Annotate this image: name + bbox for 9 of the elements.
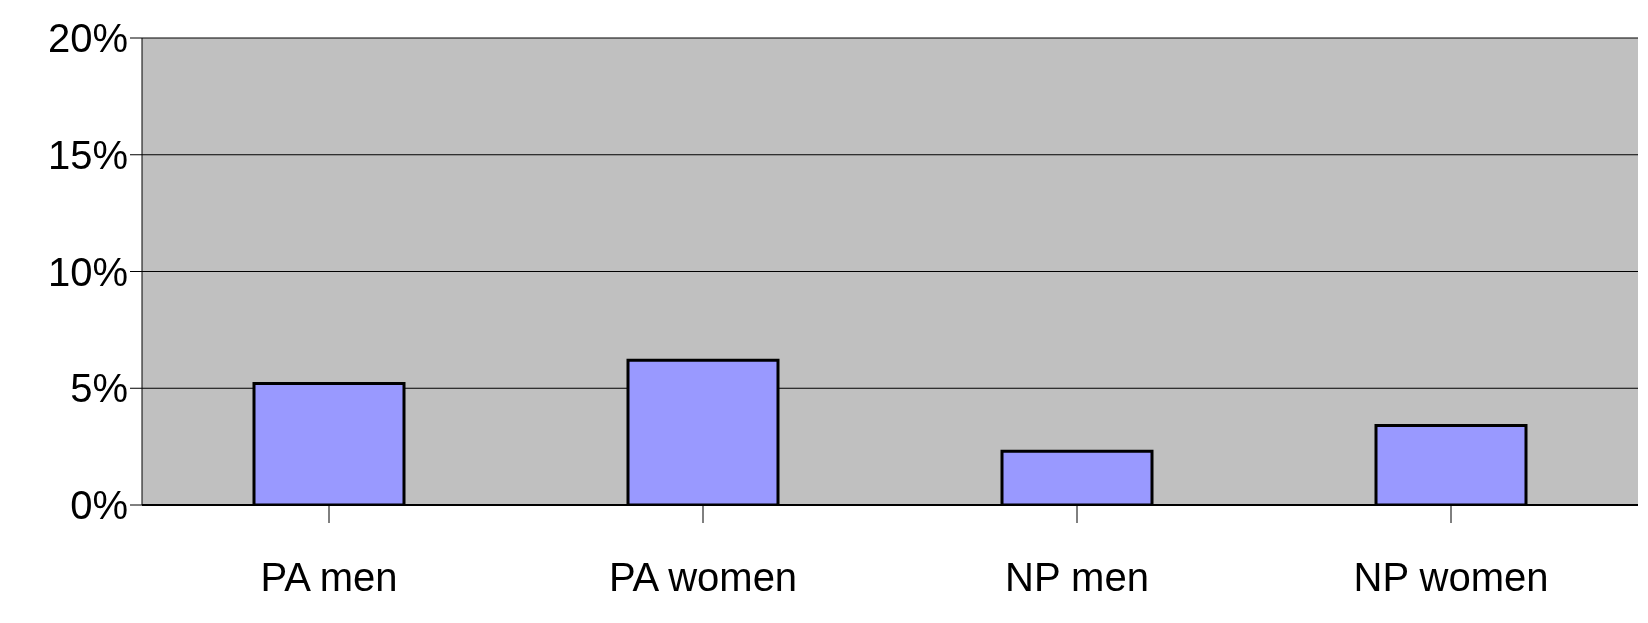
y-tick-label: 0%: [70, 483, 128, 528]
y-tick-label: 10%: [47, 249, 128, 294]
y-tick-label: 5%: [70, 366, 128, 411]
x-tick-label: NP men: [1005, 555, 1149, 600]
x-tick-label: PA women: [608, 555, 798, 600]
x-tick-label: NP women: [1353, 555, 1549, 600]
x-tick-label: PA men: [260, 555, 398, 600]
y-tick-label: 20%: [47, 16, 128, 61]
y-tick-label: 15%: [47, 132, 128, 177]
